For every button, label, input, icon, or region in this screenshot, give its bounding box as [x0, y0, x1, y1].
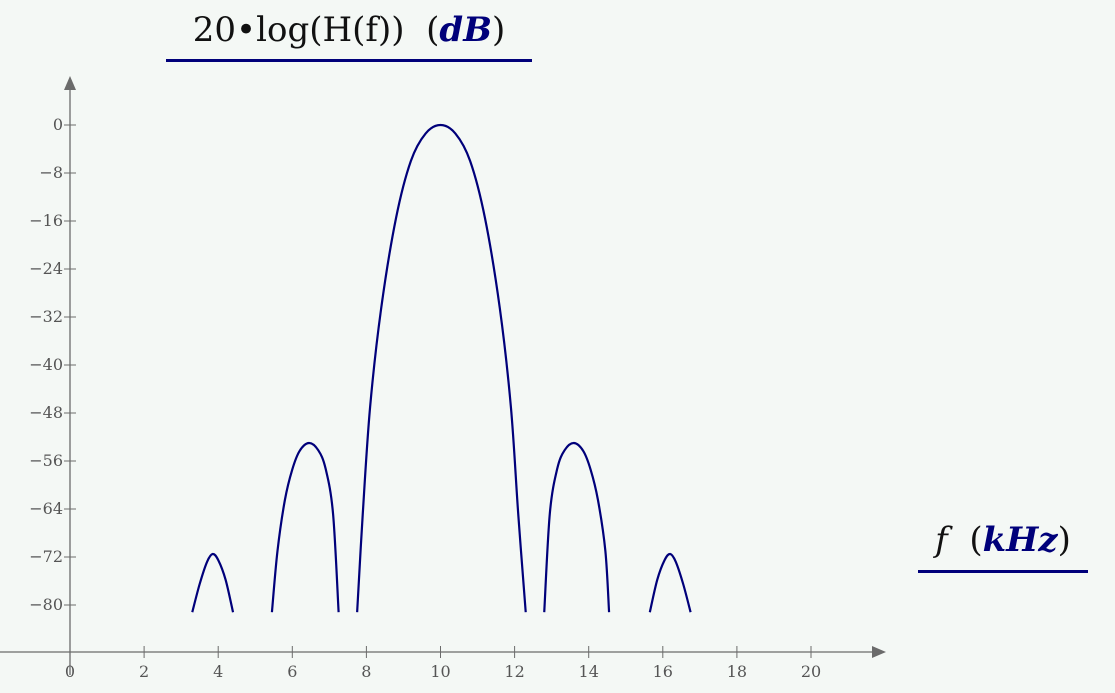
x-axis-label: f ( kHz ) [918, 514, 1088, 566]
y-tick-label: −64 [29, 499, 63, 518]
x-tick-label: 10 [430, 662, 450, 681]
y-tick-label: −80 [29, 595, 63, 614]
series-lobe-1 [191, 552, 235, 613]
y-axis-label-underline [166, 59, 532, 62]
x-tick-label: 14 [579, 662, 599, 681]
y-tick-label: −56 [29, 451, 63, 470]
x-tick-label: 4 [213, 662, 223, 681]
x-tick-label: 2 [139, 662, 149, 681]
y-tick-label: −72 [29, 547, 63, 566]
y-tick-label: −24 [29, 259, 63, 278]
x-axis-unit-open: ( [947, 520, 983, 560]
y-axis-arrow [64, 76, 76, 90]
y-tick-label: −32 [29, 307, 63, 326]
x-axis-unit-close: ) [1057, 520, 1071, 560]
ticks: 0 2 4 6 8 10 12 14 16 18 20 0 −8 −16 −24 −32 −40 −48 −56 −6… [29, 115, 821, 681]
x-tick-label: 18 [727, 662, 747, 681]
x-tick-label: 16 [653, 662, 673, 681]
y-axis-expression: 20•log(H(f)) [192, 10, 405, 50]
series-lobe-4 [543, 441, 611, 613]
y-tick-label: −40 [29, 355, 63, 374]
y-axis-unit: dB [439, 10, 492, 50]
y-tick-label: −8 [39, 163, 63, 182]
x-tick-label: 0 [65, 662, 75, 681]
x-tick-label: 12 [504, 662, 524, 681]
axes [0, 76, 886, 675]
x-axis-arrow [872, 646, 886, 658]
y-axis-unit-open: ( [404, 10, 440, 50]
series-lobe-3 [356, 123, 527, 613]
y-tick-label: 0 [53, 115, 63, 134]
x-tick-label: 8 [361, 662, 371, 681]
x-axis-variable: f [935, 520, 948, 560]
x-tick-label: 20 [801, 662, 821, 681]
y-tick-label: −16 [29, 211, 63, 230]
y-axis-unit-close: ) [491, 10, 506, 50]
x-axis-unit: kHz [982, 520, 1058, 560]
y-tick-label: −48 [29, 403, 63, 422]
data-series [191, 123, 692, 613]
x-tick-label: 6 [287, 662, 297, 681]
series-lobe-5 [648, 552, 692, 613]
y-axis-label: 20•log(H(f)) ( dB ) [166, 4, 532, 56]
series-lobe-2 [270, 441, 340, 613]
x-axis-label-underline [918, 570, 1088, 573]
